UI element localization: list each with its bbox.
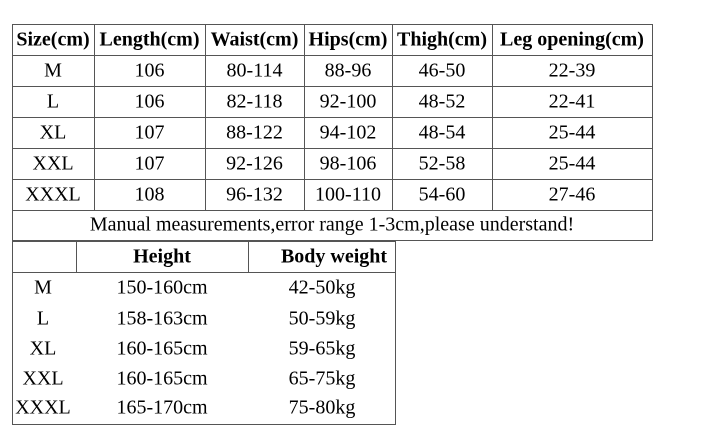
cell: 158-163cm	[116, 308, 208, 330]
cell: 82-118	[227, 91, 283, 113]
header-cell: Length(cm)	[100, 29, 200, 51]
cell: 80-114	[227, 60, 283, 82]
cell: 160-165cm	[116, 338, 208, 360]
cell: 96-132	[226, 184, 283, 206]
cell: L	[37, 308, 49, 330]
cell: 106	[135, 60, 165, 82]
cell: 92-100	[320, 91, 377, 113]
cell: XL	[40, 122, 67, 144]
table1-grid	[12, 24, 653, 241]
cell: XXXL	[25, 184, 81, 206]
cell: 106	[135, 91, 165, 113]
cell: 98-106	[320, 153, 377, 175]
header-cell: Thigh(cm)	[397, 29, 487, 51]
cell: 88-122	[226, 122, 283, 144]
cell: 25-44	[549, 122, 596, 144]
cell: 88-96	[325, 60, 372, 82]
cell: 100-110	[315, 184, 381, 206]
table2-grid	[12, 241, 396, 425]
header-cell: Body weight	[281, 246, 387, 268]
cell: 48-54	[419, 122, 466, 144]
cell: 48-52	[419, 91, 466, 113]
cell: 94-102	[320, 122, 377, 144]
cell: 150-160cm	[116, 277, 208, 299]
header-cell: Leg opening(cm)	[500, 29, 644, 51]
table1-border	[12, 24, 653, 241]
cell: XXL	[22, 368, 63, 390]
header-cell: Height	[133, 246, 191, 268]
cell: 52-58	[419, 153, 466, 175]
header-cell: Hips(cm)	[309, 29, 388, 51]
cell: 42-50kg	[289, 277, 356, 299]
cell: 165-170cm	[116, 397, 208, 419]
cell: 59-65kg	[289, 338, 356, 360]
cell: 22-39	[549, 60, 596, 82]
cell: 107	[135, 122, 165, 144]
cell: M	[44, 60, 62, 82]
cell: 107	[135, 153, 165, 175]
cell: 50-59kg	[289, 308, 356, 330]
cell: 22-41	[549, 91, 596, 113]
note: Manual measurements,error range 1-3cm,pl…	[90, 214, 574, 236]
header-cell: Size(cm)	[16, 29, 89, 51]
table2-border	[12, 241, 396, 425]
cell: XL	[30, 338, 57, 360]
cell: 108	[135, 184, 165, 206]
cell: XXL	[32, 153, 73, 175]
cell: 54-60	[419, 184, 466, 206]
cell: XXXL	[15, 397, 71, 419]
header-cell: Waist(cm)	[211, 29, 299, 51]
cell: M	[34, 277, 52, 299]
cell: 75-80kg	[289, 397, 356, 419]
cell: 92-126	[226, 153, 283, 175]
cell: 65-75kg	[289, 368, 356, 390]
cell: 46-50	[419, 60, 466, 82]
cell: 160-165cm	[116, 368, 208, 390]
cell: 25-44	[549, 153, 596, 175]
cell: 27-46	[549, 184, 596, 206]
cell: L	[47, 91, 59, 113]
